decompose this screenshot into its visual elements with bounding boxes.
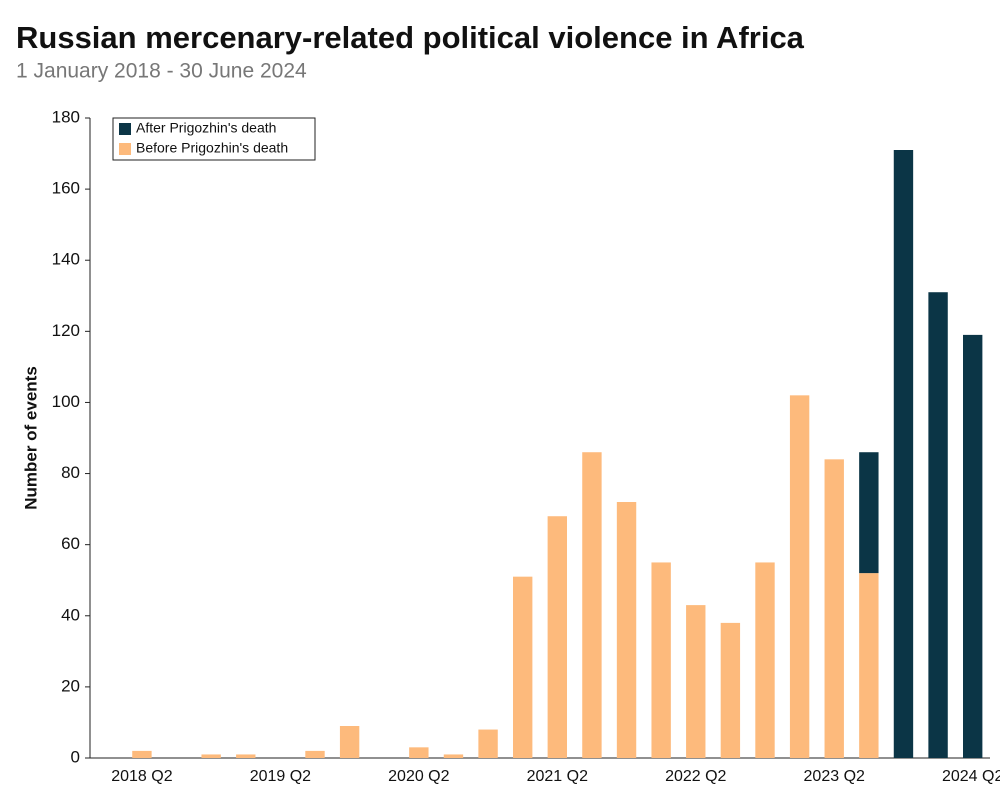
- bar: [859, 452, 879, 574]
- bar: [686, 605, 706, 758]
- bar: [547, 516, 567, 758]
- bar: [443, 754, 464, 758]
- bar: [963, 334, 983, 758]
- bar: [582, 452, 602, 758]
- bar: [513, 576, 533, 758]
- y-tick-label: 180: [52, 107, 80, 126]
- bar: [236, 754, 256, 758]
- y-tick-label: 120: [52, 321, 80, 340]
- bar: [755, 562, 775, 758]
- bar: [339, 726, 360, 758]
- bar: [132, 750, 152, 758]
- x-tick-label: 2023 Q2: [804, 768, 865, 785]
- x-tick-label: 2021 Q2: [527, 768, 588, 785]
- y-tick-label: 0: [71, 747, 80, 766]
- bar: [478, 729, 498, 758]
- y-tick-label: 40: [61, 605, 80, 624]
- bar: [616, 502, 637, 758]
- legend-box: [112, 117, 316, 161]
- legend-swatch: [119, 143, 131, 155]
- bar: [824, 459, 844, 758]
- legend-label: Before Prigozhin's death: [136, 140, 288, 156]
- x-tick-label: 2024 Q2: [942, 768, 1000, 785]
- bar: [651, 562, 671, 758]
- x-tick-label: 2020 Q2: [388, 768, 449, 785]
- bar: [859, 573, 879, 758]
- y-tick-label: 20: [61, 676, 80, 695]
- y-tick-label: 80: [61, 463, 80, 482]
- bar: [893, 150, 914, 758]
- bar: [720, 622, 741, 758]
- x-tick-label: 2019 Q2: [250, 768, 311, 785]
- y-axis-label: Number of events: [21, 366, 40, 510]
- bar: [409, 747, 429, 758]
- y-tick-label: 100: [52, 392, 80, 411]
- y-tick-label: 140: [52, 250, 80, 269]
- y-tick-label: 60: [61, 534, 80, 553]
- legend-label: After Prigozhin's death: [136, 120, 276, 136]
- bar: [789, 395, 810, 758]
- chart-subtitle: 1 January 2018 - 30 June 2024: [16, 60, 307, 83]
- chart-title: Russian mercenary-related political viol…: [16, 20, 805, 55]
- x-tick-label: 2018 Q2: [111, 768, 172, 785]
- x-tick-label: 2022 Q2: [665, 768, 726, 785]
- legend-swatch: [119, 123, 131, 135]
- bar: [305, 750, 325, 758]
- bar: [928, 292, 948, 758]
- bar: [201, 754, 221, 758]
- y-tick-label: 160: [52, 179, 80, 198]
